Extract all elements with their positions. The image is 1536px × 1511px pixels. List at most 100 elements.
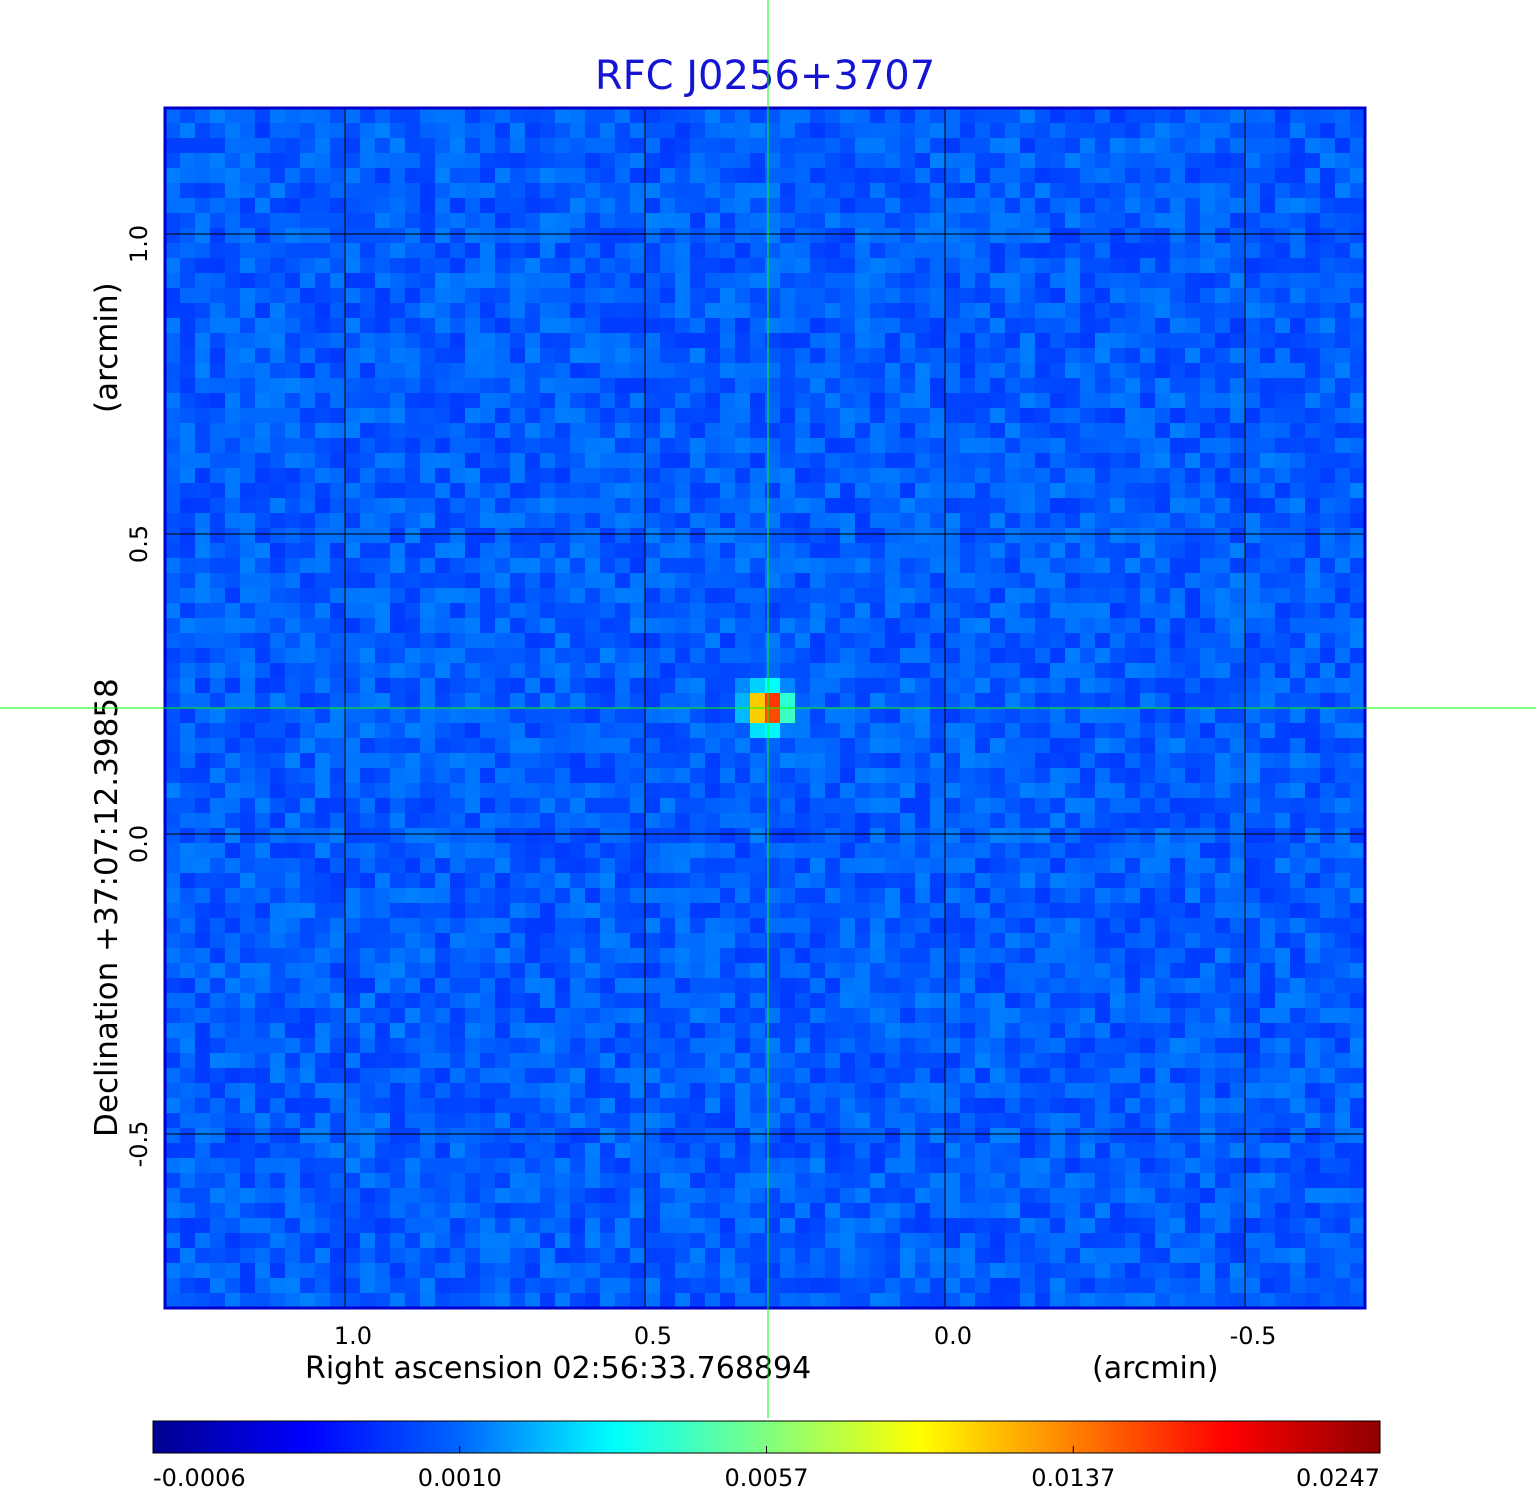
- image-pixel: [180, 783, 196, 799]
- image-pixel: [165, 243, 181, 259]
- image-pixel: [435, 378, 451, 394]
- image-pixel: [315, 138, 331, 154]
- image-pixel: [930, 963, 946, 979]
- image-pixel: [585, 693, 601, 709]
- image-pixel: [885, 453, 901, 469]
- image-pixel: [615, 723, 631, 739]
- image-pixel: [705, 558, 721, 574]
- image-pixel: [435, 168, 451, 184]
- image-pixel: [345, 513, 361, 529]
- image-pixel: [450, 723, 466, 739]
- image-pixel: [1170, 258, 1186, 274]
- image-pixel: [540, 858, 556, 874]
- image-pixel: [1215, 558, 1231, 574]
- image-pixel: [660, 273, 676, 289]
- image-pixel: [240, 933, 256, 949]
- image-pixel: [765, 573, 781, 589]
- image-pixel: [165, 588, 181, 604]
- image-pixel: [1155, 183, 1171, 199]
- image-pixel: [1170, 363, 1186, 379]
- image-pixel: [1215, 513, 1231, 529]
- image-pixel: [165, 948, 181, 964]
- image-pixel: [375, 738, 391, 754]
- image-pixel: [1260, 858, 1276, 874]
- image-pixel: [210, 603, 226, 619]
- image-pixel: [1185, 903, 1201, 919]
- image-pixel: [1155, 243, 1171, 259]
- image-pixel: [285, 723, 301, 739]
- image-pixel: [1320, 468, 1336, 484]
- image-pixel: [990, 723, 1006, 739]
- image-pixel: [390, 873, 406, 889]
- image-pixel: [795, 123, 811, 139]
- image-pixel: [690, 903, 706, 919]
- image-pixel: [480, 948, 496, 964]
- image-pixel: [540, 438, 556, 454]
- image-pixel: [585, 363, 601, 379]
- image-pixel: [1110, 573, 1126, 589]
- image-pixel: [795, 213, 811, 229]
- image-pixel: [945, 213, 961, 229]
- image-pixel: [1140, 273, 1156, 289]
- image-pixel: [165, 123, 181, 139]
- image-pixel: [915, 873, 931, 889]
- image-pixel: [390, 228, 406, 244]
- image-pixel: [1080, 438, 1096, 454]
- image-pixel: [1215, 438, 1231, 454]
- image-pixel: [1260, 528, 1276, 544]
- image-pixel: [645, 738, 661, 754]
- image-pixel: [1320, 813, 1336, 829]
- image-pixel: [840, 393, 856, 409]
- image-pixel: [945, 663, 961, 679]
- image-pixel: [495, 618, 511, 634]
- image-pixel: [525, 678, 541, 694]
- image-pixel: [1155, 903, 1171, 919]
- image-pixel: [285, 273, 301, 289]
- image-pixel: [1020, 723, 1036, 739]
- image-pixel: [765, 243, 781, 259]
- image-pixel: [255, 543, 271, 559]
- image-pixel: [330, 873, 346, 889]
- image-pixel: [660, 228, 676, 244]
- image-pixel: [1095, 273, 1111, 289]
- image-pixel: [390, 948, 406, 964]
- image-pixel: [1110, 153, 1126, 169]
- image-pixel: [810, 273, 826, 289]
- image-pixel: [660, 588, 676, 604]
- image-pixel: [660, 933, 676, 949]
- image-pixel: [1020, 393, 1036, 409]
- image-pixel: [1155, 993, 1171, 1009]
- image-pixel: [630, 153, 646, 169]
- image-pixel: [1050, 483, 1066, 499]
- image-pixel: [1275, 843, 1291, 859]
- image-pixel: [495, 108, 511, 124]
- image-pixel: [525, 723, 541, 739]
- image-pixel: [615, 993, 631, 1009]
- image-pixel: [1005, 228, 1021, 244]
- image-pixel: [1185, 693, 1201, 709]
- image-pixel: [1185, 273, 1201, 289]
- image-pixel: [240, 438, 256, 454]
- image-pixel: [540, 213, 556, 229]
- image-pixel: [1335, 768, 1351, 784]
- image-pixel: [465, 588, 481, 604]
- image-pixel: [465, 723, 481, 739]
- image-pixel: [780, 738, 796, 754]
- image-pixel: [540, 963, 556, 979]
- image-pixel: [300, 633, 316, 649]
- image-pixel: [885, 723, 901, 739]
- image-pixel: [495, 228, 511, 244]
- image-pixel: [855, 438, 871, 454]
- image-pixel: [855, 588, 871, 604]
- image-pixel: [1020, 678, 1036, 694]
- image-pixel: [540, 528, 556, 544]
- image-pixel: [825, 303, 841, 319]
- image-pixel: [675, 678, 691, 694]
- image-pixel: [510, 978, 526, 994]
- image-pixel: [945, 948, 961, 964]
- image-pixel: [1290, 693, 1306, 709]
- image-pixel: [1260, 123, 1276, 139]
- image-pixel: [570, 273, 586, 289]
- image-pixel: [1245, 783, 1261, 799]
- image-pixel: [675, 408, 691, 424]
